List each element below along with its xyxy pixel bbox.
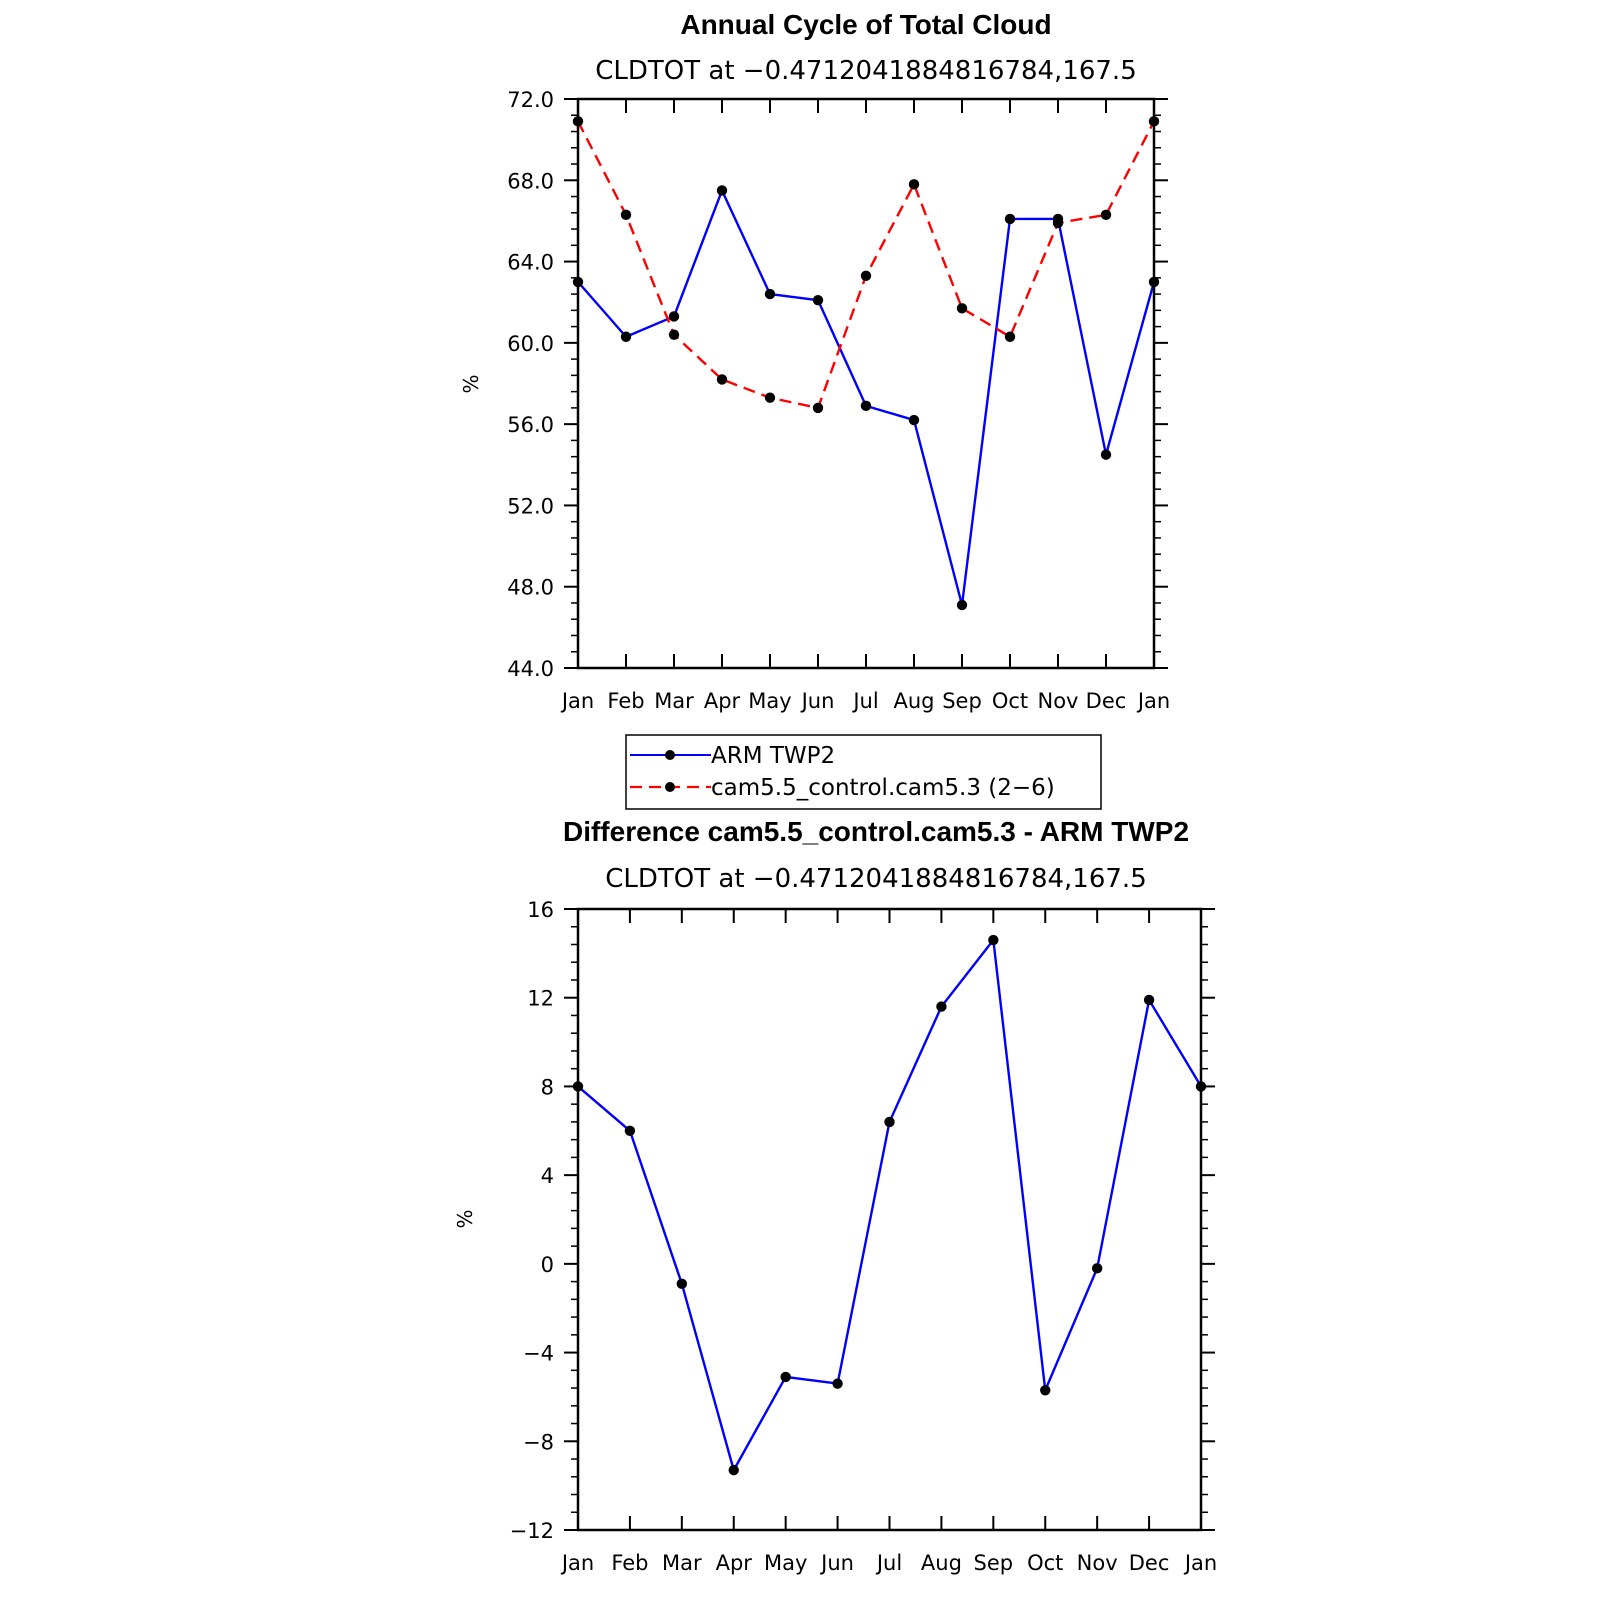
data-point: [1100, 209, 1112, 221]
data-point: [668, 329, 680, 340]
x-tick-label: Sep: [974, 1551, 1014, 1575]
x-tick-label: Nov: [1038, 689, 1079, 713]
legend-label-cam5: cam5.5_control.cam5.3 (2−6): [711, 775, 1055, 801]
legend-box: [625, 734, 1102, 810]
data-point: [860, 400, 872, 412]
x-tick-label: Jun: [800, 689, 835, 713]
data-point: [716, 374, 728, 385]
y-tick-label: 0: [541, 1253, 554, 1277]
y-tick-label: 60.0: [507, 332, 554, 356]
y-tick-label: 4: [541, 1164, 554, 1188]
series-line-0: [577, 938, 1203, 1472]
y-tick-label: −4: [523, 1342, 554, 1366]
data-point: [1004, 213, 1016, 225]
x-tick-label: Jan: [1183, 1551, 1217, 1575]
data-point: [832, 1378, 843, 1389]
y-axis-label: %: [459, 374, 483, 393]
x-tick-label: Nov: [1077, 1551, 1118, 1575]
data-point: [620, 209, 632, 221]
y-tick-label: 64.0: [507, 251, 554, 275]
y-axis-label: %: [453, 1209, 477, 1228]
y-tick-label: 12: [527, 987, 554, 1011]
y-tick-label: 48.0: [507, 576, 554, 600]
x-tick-label: Jun: [819, 1551, 854, 1575]
y-tick-label: 52.0: [507, 494, 554, 518]
x-tick-label: Dec: [1086, 689, 1127, 713]
plot-frame: [576, 97, 1156, 670]
data-point: [728, 1464, 739, 1476]
y-tick-label: 16: [527, 898, 554, 922]
y-tick-label: 8: [541, 1075, 554, 1099]
x-tick-label: Feb: [611, 1551, 648, 1575]
chart-title: Annual Cycle of Total Cloud: [680, 9, 1051, 40]
x-tick-label: Jul: [875, 1551, 902, 1575]
x-tick-label: Dec: [1129, 1551, 1170, 1575]
chart-title: Difference cam5.5_control.cam5.3 - ARM T…: [563, 816, 1189, 847]
x-tick-label: May: [748, 689, 791, 713]
x-tick-label: Aug: [893, 689, 934, 713]
x-tick-label: Oct: [992, 689, 1028, 713]
plot-marks: Jan Feb Mar Apr May Jun Jul Aug Sep Oct Nov Dec Jan 1…: [510, 898, 1218, 1575]
difference-panel: Difference cam5.5_control.cam5.3 - ARM T…: [453, 816, 1217, 1575]
data-point: [620, 331, 632, 342]
data-point: [908, 414, 920, 426]
plot-frame: [576, 907, 1203, 1532]
data-point: [936, 1001, 947, 1012]
x-tick-label: May: [764, 1551, 807, 1575]
legend-label-arm-twp2: ARM TWP2: [711, 743, 835, 769]
legend-marker-cam5: [665, 782, 675, 792]
data-point: [884, 1116, 895, 1128]
data-point: [676, 1278, 688, 1290]
data-point: [812, 402, 824, 414]
x-tick-label: Jan: [560, 689, 594, 713]
series-line-arm-twp2: [577, 189, 1156, 607]
plot-marks: Jan Feb Mar Apr May Jun Jul Aug Sep Oct Nov Dec Jan 7…: [507, 88, 1170, 713]
data-point: [1004, 331, 1016, 342]
data-point: [1100, 449, 1112, 460]
x-tick-label: Jan: [560, 1551, 594, 1575]
data-point: [812, 294, 824, 306]
data-point: [716, 185, 728, 196]
y-tick-label: 56.0: [507, 413, 554, 437]
y-tick-label: 44.0: [507, 657, 554, 681]
y-tick-label: 68.0: [507, 169, 554, 193]
data-point: [1040, 1385, 1051, 1396]
data-point: [908, 179, 920, 190]
x-tick-label: Sep: [942, 689, 982, 713]
data-point: [764, 392, 776, 403]
legend: ARM TWP2 cam5.5_control.cam5.3 (2−6): [625, 734, 1102, 810]
x-tick-label: Jan: [1136, 689, 1170, 713]
legend-marker-arm-twp2: [665, 750, 675, 760]
data-point: [668, 311, 680, 322]
x-tick-label: Aug: [921, 1551, 962, 1575]
y-tick-label: −12: [510, 1519, 554, 1543]
x-tick-label: Oct: [1027, 1551, 1063, 1575]
data-point: [988, 934, 999, 946]
chart-subtitle: CLDTOT at −0.4712041884816784,167.5: [605, 864, 1147, 894]
x-tick-label: Feb: [607, 689, 644, 713]
x-tick-label: Mar: [662, 1551, 702, 1575]
data-point: [1143, 994, 1155, 1006]
x-tick-label: Apr: [716, 1551, 753, 1575]
data-point: [956, 599, 968, 611]
x-tick-label: Apr: [704, 689, 741, 713]
annual-cycle-panel: Annual Cycle of Total Cloud CLDTOT at −0…: [459, 9, 1170, 713]
data-point: [780, 1371, 791, 1383]
y-tick-label: 72.0: [507, 88, 554, 112]
chart-subtitle: CLDTOT at −0.4712041884816784,167.5: [595, 56, 1137, 86]
x-tick-label: Mar: [654, 689, 694, 713]
y-tick-label: −8: [523, 1430, 554, 1454]
data-point: [956, 303, 968, 314]
data-point: [624, 1125, 636, 1136]
x-tick-label: Jul: [851, 689, 878, 713]
data-point: [1052, 217, 1064, 229]
data-point: [764, 288, 776, 300]
data-point: [1091, 1263, 1103, 1274]
data-point: [860, 270, 872, 281]
